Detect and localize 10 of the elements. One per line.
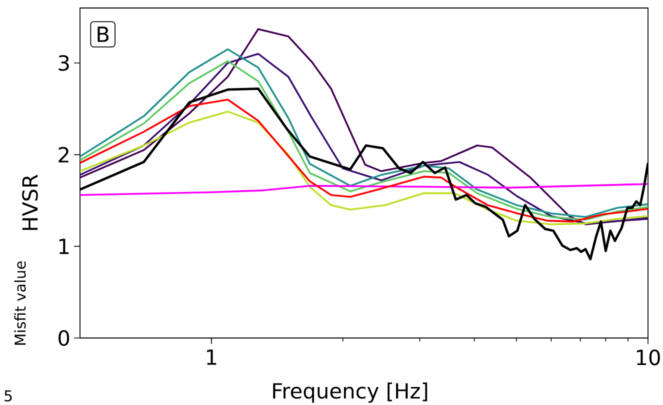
x-tick-label: 10 — [636, 350, 660, 366]
annotation: B — [98, 26, 109, 42]
y-tick-label: 0 — [58, 330, 70, 346]
y-tick-label: 2 — [58, 146, 68, 162]
y-axis-title: HVSR — [22, 174, 38, 230]
color-bar-title: Misfit value — [14, 261, 26, 345]
y-tick-label: 1 — [59, 238, 69, 254]
text: 5 — [4, 390, 12, 402]
y-tick-label: 3 — [58, 55, 69, 71]
x-axis-title: Frequency [Hz] — [273, 382, 428, 403]
